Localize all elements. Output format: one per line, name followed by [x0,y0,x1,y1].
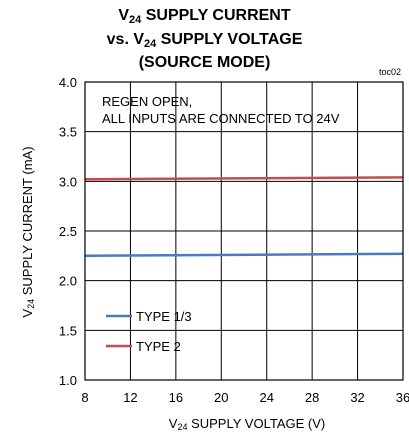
x-tick-label: 16 [169,390,183,405]
series-line [84,176,404,181]
x-tick-label: 36 [396,390,409,405]
annotation: REGEN OPEN, ALL INPUTS ARE CONNECTED TO 2… [102,94,340,126]
x-tick-labels: 8 12 16 20 24 28 32 36 [81,390,409,405]
y-tick-label: 4.0 [59,75,77,90]
annotation-line: ALL INPUTS ARE CONNECTED TO 24V [102,111,340,126]
y-tick-label: 1.0 [59,373,77,388]
y-axis-title: V24 SUPPLY CURRENT (mA) [20,146,36,318]
legend-label: TYPE 1/3 [136,309,192,324]
chart-title-line1: V24 SUPPLY CURRENT [118,7,291,26]
figure-tag: toc02 [378,67,401,77]
legend-label: TYPE 2 [136,339,181,354]
x-axis-title: V24 SUPPLY VOLTAGE (V) [168,416,326,432]
chart-title-line2: vs. V24 SUPPLY VOLTAGE [106,31,303,50]
y-tick-labels: 1.0 1.5 2.0 2.5 3.0 3.5 4.0 [59,75,77,388]
x-tick-label: 8 [81,390,88,405]
grid-lines [84,81,404,381]
annotation-line: REGEN OPEN, [102,94,192,109]
y-tick-label: 3.5 [59,125,77,140]
series-lines [84,176,404,258]
y-tick-label: 1.5 [59,323,77,338]
series-line [84,252,404,258]
y-tick-label: 2.0 [59,274,77,289]
y-tick-label: 2.5 [59,224,77,239]
y-tick-label: 3.0 [59,174,77,189]
x-tick-label: 28 [305,390,319,405]
x-tick-label: 32 [350,390,364,405]
x-tick-label: 20 [214,390,228,405]
x-tick-label: 24 [259,390,273,405]
chart-title-line3: (SOURCE MODE) [138,54,271,71]
legend: TYPE 1/3 TYPE 2 [106,309,192,354]
plot-frame [84,81,404,381]
x-tick-label: 12 [123,390,137,405]
